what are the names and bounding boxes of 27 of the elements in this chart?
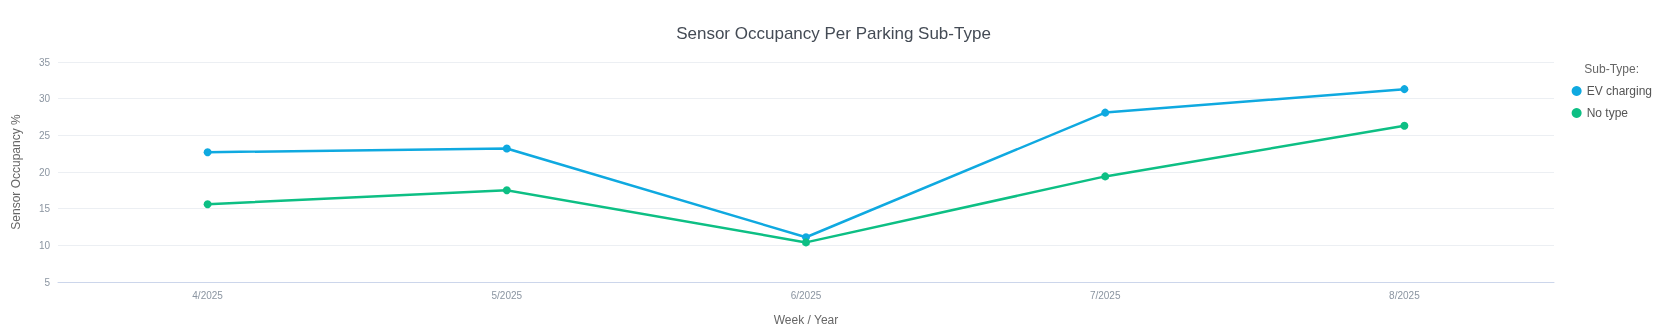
- point: [1400, 85, 1409, 94]
- y-tick-label: 35: [38, 56, 51, 68]
- y-tick-label: 10: [38, 239, 51, 251]
- point: [502, 144, 511, 153]
- y-tick-label: 25: [38, 129, 51, 141]
- point: [1400, 121, 1409, 130]
- point: [802, 238, 810, 247]
- point: [203, 200, 212, 209]
- chart-title: Sensor Occupancy Per Parking Sub-Type: [676, 24, 991, 43]
- y-tick-label: 20: [38, 166, 51, 178]
- x-tick-label: 4/2025: [192, 289, 224, 301]
- x-axis-title: Week / Year: [773, 313, 839, 327]
- legend-label: No type: [1586, 106, 1629, 120]
- y-tick-label: 30: [38, 93, 51, 105]
- legend-title: Sub-Type:: [1584, 62, 1640, 76]
- x-tick-label: 5/2025: [491, 289, 523, 301]
- y-tick-label: 5: [44, 276, 51, 288]
- x-tick-label: 6/2025: [790, 289, 822, 301]
- x-tick-label: 8/2025: [1389, 289, 1421, 301]
- point: [1101, 108, 1110, 117]
- x-tick-label: 7/2025: [1089, 289, 1121, 301]
- y-axis-title: Sensor Occupancy %: [9, 113, 23, 230]
- point: [203, 148, 212, 157]
- point: [1101, 172, 1110, 181]
- y-tick-label: 15: [38, 203, 51, 215]
- point: [502, 186, 511, 195]
- legend-label: EV charging: [1586, 84, 1652, 98]
